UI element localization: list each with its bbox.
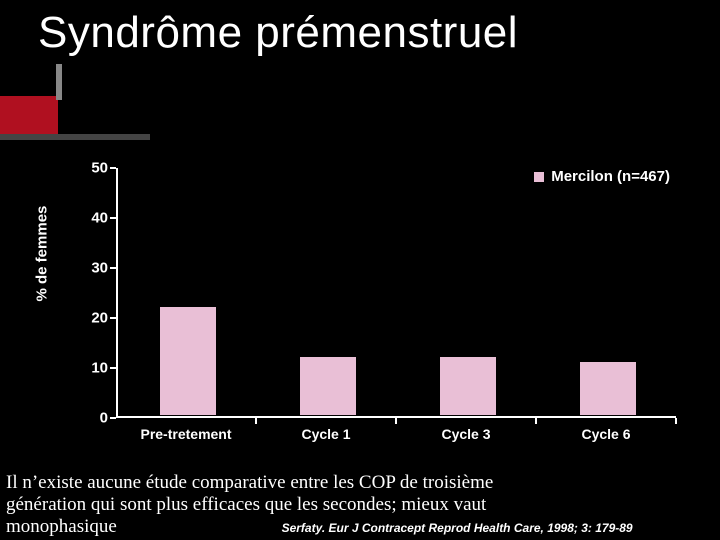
decoration-grey-tick bbox=[56, 64, 62, 100]
bar bbox=[439, 356, 498, 416]
bar bbox=[299, 356, 358, 416]
x-category-label: Cycle 1 bbox=[301, 426, 350, 442]
footnote: Il n’existe aucune étude comparative ent… bbox=[6, 472, 714, 538]
decoration-grey-line bbox=[0, 134, 150, 140]
decoration-red-block bbox=[0, 96, 58, 134]
x-tick-mark bbox=[535, 418, 537, 424]
slide: Syndrôme prémenstruel % de femmes Mercil… bbox=[0, 0, 720, 540]
bar bbox=[159, 306, 218, 416]
y-tick-label: 30 bbox=[68, 260, 108, 277]
x-tick-mark bbox=[395, 418, 397, 424]
note-line-2: génération qui sont plus efficaces que l… bbox=[6, 494, 486, 515]
y-tick-mark bbox=[110, 217, 116, 219]
y-tick-label: 10 bbox=[68, 360, 108, 377]
x-category-label: Pre-tretement bbox=[140, 426, 231, 442]
bar bbox=[579, 361, 638, 416]
y-tick-label: 20 bbox=[68, 310, 108, 327]
y-tick-mark bbox=[110, 167, 116, 169]
note-line-3: monophasique bbox=[6, 516, 117, 537]
note-line-1: Il n’existe aucune étude comparative ent… bbox=[6, 472, 493, 493]
x-tick-mark bbox=[255, 418, 257, 424]
citation: Serfaty. Eur J Contracept Reprod Health … bbox=[282, 521, 633, 535]
y-tick-label: 40 bbox=[68, 210, 108, 227]
y-tick-mark bbox=[110, 367, 116, 369]
page-title: Syndrôme prémenstruel bbox=[38, 8, 518, 58]
y-tick-mark bbox=[110, 267, 116, 269]
y-tick-mark bbox=[110, 417, 116, 419]
x-category-label: Cycle 6 bbox=[581, 426, 630, 442]
x-tick-mark bbox=[675, 418, 677, 424]
y-tick-label: 0 bbox=[68, 410, 108, 427]
bar-chart: % de femmes Mercilon (n=467) 01020304050… bbox=[60, 168, 680, 448]
y-tick-label: 50 bbox=[68, 160, 108, 177]
y-axis-label: % de femmes bbox=[34, 206, 51, 302]
x-category-label: Cycle 3 bbox=[441, 426, 490, 442]
plot-area bbox=[116, 168, 676, 418]
y-tick-mark bbox=[110, 317, 116, 319]
